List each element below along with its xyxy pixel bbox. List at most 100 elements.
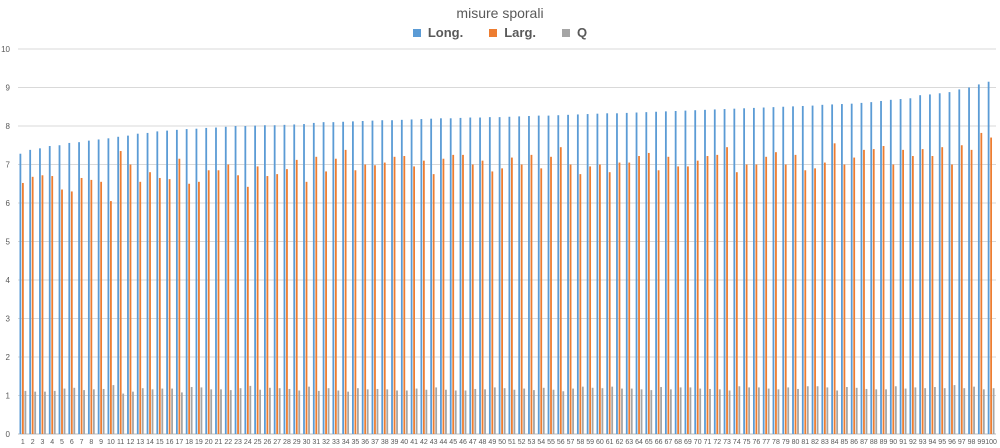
bar-q xyxy=(24,390,27,434)
bar-larg xyxy=(354,170,357,434)
bar-q xyxy=(151,389,154,434)
bar-larg xyxy=(364,164,367,434)
bar-long xyxy=(303,124,305,434)
bar-long xyxy=(645,112,648,434)
bar-long xyxy=(977,84,980,435)
bar-q xyxy=(894,386,897,434)
bar-larg xyxy=(579,174,582,434)
bar-q xyxy=(132,391,134,434)
x-tick-label: 4 xyxy=(50,439,54,446)
x-tick-label: 20 xyxy=(205,439,213,446)
x-tick-label: 54 xyxy=(537,439,545,446)
x-tick-label: 18 xyxy=(185,439,193,446)
x-tick-label: 57 xyxy=(567,439,575,446)
x-tick-label: 16 xyxy=(166,439,174,446)
bar-long xyxy=(391,120,393,434)
bar-q xyxy=(268,387,271,434)
bar-long xyxy=(156,131,159,434)
legend-swatch-q xyxy=(562,28,571,37)
bar-q xyxy=(865,388,868,434)
x-tick-label: 1 xyxy=(21,439,25,446)
bar-long xyxy=(831,104,834,434)
x-tick-label: 64 xyxy=(635,439,643,446)
bar-q xyxy=(298,390,301,434)
x-tick-label: 84 xyxy=(831,439,839,446)
y-tick-label: 1 xyxy=(6,392,11,401)
bar-larg xyxy=(168,179,171,434)
bar-long xyxy=(381,120,384,434)
bar-q xyxy=(855,387,858,434)
x-tick-label: 60 xyxy=(596,439,604,446)
x-tick-label: 3 xyxy=(40,439,44,446)
x-tick-label: 2 xyxy=(31,439,35,446)
bar-long xyxy=(107,138,110,434)
bar-long xyxy=(215,127,217,434)
x-tick-label: 25 xyxy=(254,439,262,446)
bar-larg xyxy=(491,171,494,434)
bar-long xyxy=(576,114,579,434)
bar-long xyxy=(968,87,970,434)
bar-larg xyxy=(383,162,386,434)
bar-q xyxy=(435,387,438,434)
bar-q xyxy=(112,385,115,434)
x-tick-label: 42 xyxy=(420,439,428,446)
y-tick-label: 4 xyxy=(6,276,11,285)
bar-q xyxy=(239,388,242,434)
bar-long xyxy=(919,95,922,434)
y-tick-label: 6 xyxy=(6,199,11,208)
bar-larg xyxy=(687,166,689,435)
bar-larg xyxy=(462,154,464,434)
bar-long xyxy=(987,81,990,434)
bar-long xyxy=(655,111,657,434)
x-tick-label: 12 xyxy=(127,439,135,446)
bar-long xyxy=(87,140,90,434)
bar-long xyxy=(518,116,521,434)
bar-q xyxy=(83,390,85,434)
x-tick-label: 6 xyxy=(70,439,74,446)
x-tick-label: 65 xyxy=(645,439,653,446)
bar-larg xyxy=(305,181,308,434)
bar-larg xyxy=(129,164,132,434)
x-tick-label: 62 xyxy=(616,439,624,446)
bar-long xyxy=(312,122,315,435)
x-tick-label: 45 xyxy=(449,439,457,446)
bar-larg xyxy=(178,158,181,434)
x-tick-label: 5 xyxy=(60,439,64,446)
bar-larg xyxy=(403,156,406,434)
bar-q xyxy=(533,390,535,434)
bar-long xyxy=(958,89,961,435)
bar-larg xyxy=(745,164,748,434)
bar-q xyxy=(660,387,662,434)
x-tick-label: 46 xyxy=(459,439,467,446)
bar-long xyxy=(440,118,442,435)
bar-long xyxy=(821,104,824,434)
bar-q xyxy=(259,389,262,434)
x-tick-label: 26 xyxy=(263,439,271,446)
bar-q xyxy=(748,387,751,434)
bar-larg xyxy=(794,154,797,434)
bar-larg xyxy=(276,174,279,434)
bar-larg xyxy=(921,149,924,434)
x-tick-label: 95 xyxy=(938,439,946,446)
bar-long xyxy=(136,133,139,434)
bar-q xyxy=(611,386,614,434)
bar-q xyxy=(53,390,56,434)
bar-q xyxy=(474,388,477,434)
bar-q xyxy=(689,387,692,434)
bar-larg xyxy=(246,186,249,434)
bar-q xyxy=(493,387,496,434)
bar-q xyxy=(63,388,66,434)
bar-larg xyxy=(207,170,210,434)
x-tick-label: 41 xyxy=(410,439,418,446)
x-tick-label: 19 xyxy=(195,439,203,446)
bar-long xyxy=(537,115,540,434)
bar-q xyxy=(229,390,232,434)
x-tick-label: 88 xyxy=(870,439,878,446)
bar-q xyxy=(92,389,95,434)
bar-larg xyxy=(784,164,787,434)
x-tick-label: 72 xyxy=(713,439,721,446)
bar-larg xyxy=(559,147,562,435)
bar-larg xyxy=(823,162,826,434)
bar-long xyxy=(625,112,628,434)
bar-larg xyxy=(951,164,953,434)
